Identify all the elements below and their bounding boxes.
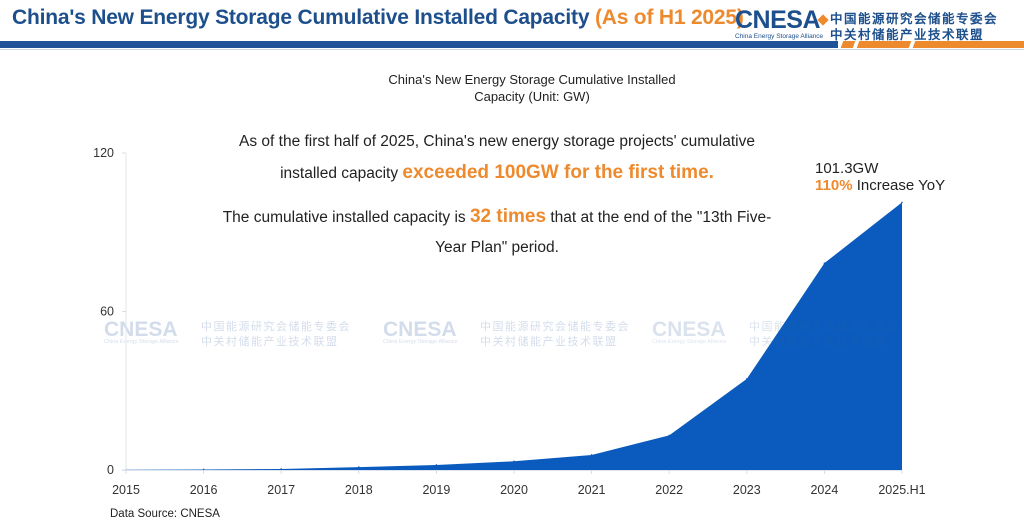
x-tick-label-2018: 2018 xyxy=(345,483,373,497)
data-point-2016 xyxy=(202,468,205,471)
data-point-2021 xyxy=(590,454,593,456)
data-point-2019 xyxy=(435,464,438,466)
data-point-2017 xyxy=(280,468,283,470)
watermark-cn-line1: 中国能源研究会储能专委会 xyxy=(201,321,351,333)
watermark-text: CNESA xyxy=(383,318,457,341)
page-title: China's New Energy Storage Cumulative In… xyxy=(12,6,744,30)
annotation-line2: installed capacity exceeded 100GW for th… xyxy=(0,162,994,184)
data-point-2020 xyxy=(513,460,515,463)
data-point-2022 xyxy=(668,434,670,437)
chart-title-line2: Capacity (Unit: GW) xyxy=(474,89,590,104)
callout-yoy-text: Increase YoY xyxy=(852,177,946,194)
watermark-cn-line1: 中国能源研究会储能专委会 xyxy=(480,321,630,333)
annotation-line3: The cumulative installed capacity is 32 … xyxy=(0,206,994,228)
annotation-line4: Year Plan" period. xyxy=(435,239,559,256)
watermark-subtitle: China Energy Storage Alliance xyxy=(383,339,458,345)
watermark: CNESA China Energy Storage Alliance 中国能源… xyxy=(652,318,932,348)
x-tick-label-2015: 2015 xyxy=(112,483,140,497)
annotation-highlight-32-times: 32 times xyxy=(469,206,547,227)
annotation-highlight-100gw: exceeded 100GW for the first time. xyxy=(402,162,714,183)
watermark: CNESA China Energy Storage Alliance 中国能源… xyxy=(104,318,384,348)
header-divider-line xyxy=(0,49,1024,50)
watermark-cn-line2: 中关村储能产业技术联盟 xyxy=(749,336,887,348)
x-tick-label-2019: 2019 xyxy=(422,483,450,497)
annotation-line2-prefix: installed capacity xyxy=(280,165,403,182)
x-tick-label-2020: 2020 xyxy=(500,483,528,497)
cnesa-logo: CNESA China Energy Storage Alliance 中国能源… xyxy=(735,6,1020,42)
watermark-subtitle: China Energy Storage Alliance xyxy=(652,339,727,345)
watermark-text: CNESA xyxy=(104,318,178,341)
annotation-line1: As of the first half of 2025, China's ne… xyxy=(239,133,755,150)
logo-text: CNESA xyxy=(735,6,821,34)
x-tick-label-2021: 2021 xyxy=(578,483,606,497)
watermark-subtitle: China Energy Storage Alliance xyxy=(104,339,179,345)
data-point-2023 xyxy=(746,378,748,380)
callout-value: 101.3GW xyxy=(815,160,879,177)
page-title-main: China's New Energy Storage Cumulative In… xyxy=(12,6,590,29)
data-source: Data Source: CNESA xyxy=(110,508,220,520)
watermark-cn-line2: 中关村储能产业技术联盟 xyxy=(201,336,339,348)
logo-cn-line1: 中国能源研究会储能专委会 xyxy=(830,12,999,26)
data-point-2018 xyxy=(358,466,360,468)
watermark-text: CNESA xyxy=(652,318,726,341)
x-tick-label-2023: 2023 xyxy=(733,483,761,497)
x-tick-label-2024: 2024 xyxy=(810,483,838,497)
callout-yoy-percent: 110% xyxy=(815,177,853,194)
x-tick-label-2016: 2016 xyxy=(190,483,218,497)
chart-title-line1: China's New Energy Storage Cumulative In… xyxy=(388,72,676,87)
data-point-2024 xyxy=(823,262,826,264)
callout-yoy: 110% Increase YoY xyxy=(815,177,945,194)
x-tick-label-2022: 2022 xyxy=(655,483,683,497)
annotation-line3-prefix: The cumulative installed capacity is xyxy=(222,209,470,226)
watermark-cn-line1: 中国能源研究会储能专委会 xyxy=(749,321,899,333)
x-tick-label-2017: 2017 xyxy=(267,483,295,497)
header-divider-blue xyxy=(0,41,838,48)
page-title-accent: (As of H1 2025) xyxy=(594,6,744,29)
y-tick-label-0: 0 xyxy=(107,463,114,477)
data-point-2025.H1 xyxy=(901,201,903,204)
y-tick-label-120: 120 xyxy=(93,146,114,160)
watermark-cn-line2: 中关村储能产业技术联盟 xyxy=(480,336,618,348)
watermark: CNESA China Energy Storage Alliance 中国能源… xyxy=(383,318,663,348)
y-tick-label-60: 60 xyxy=(100,305,114,319)
area-series-cumulative-capacity xyxy=(126,202,902,470)
logo-subtitle: China Energy Storage Alliance xyxy=(735,33,824,40)
annotation-line3-suffix: that at the end of the "13th Five- xyxy=(546,209,772,226)
x-tick-label-2025.H1: 2025.H1 xyxy=(878,483,925,497)
logo-cn-line2: 中关村储能产业技术联盟 xyxy=(830,28,985,42)
header: China's New Energy Storage Cumulative In… xyxy=(0,0,1024,50)
